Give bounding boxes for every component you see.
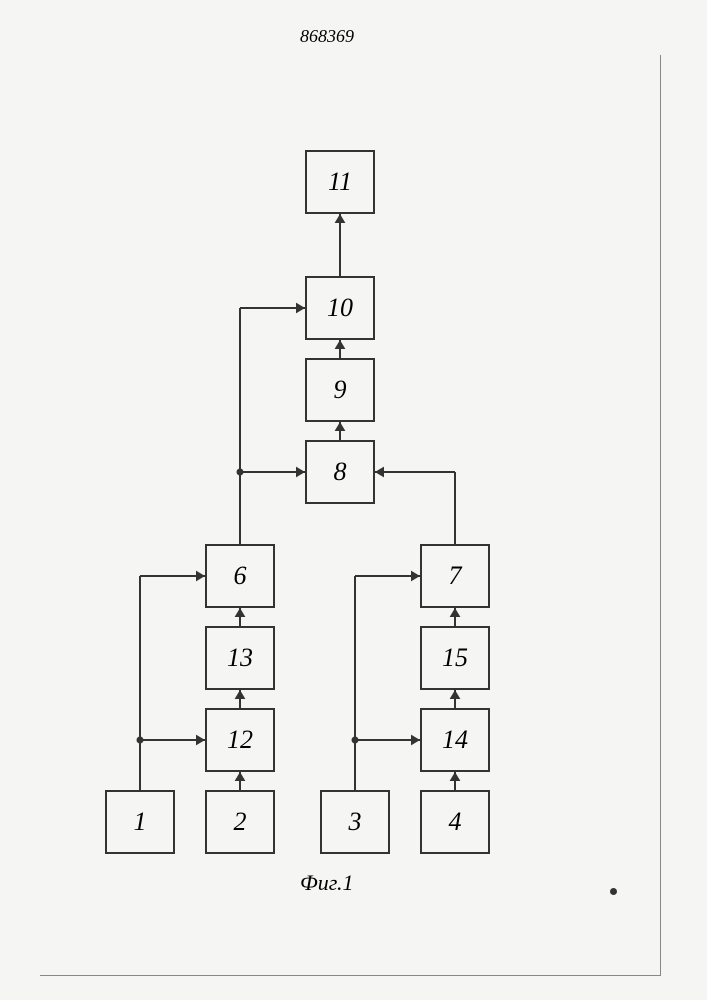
block-6: 6 [205,544,275,608]
block-label: 13 [227,643,253,673]
block-3: 3 [320,790,390,854]
page-number: 868369 [300,26,354,47]
block-label: 3 [349,807,362,837]
block-label: 9 [334,375,347,405]
block-11: 11 [305,150,375,214]
block-9: 9 [305,358,375,422]
block-1: 1 [105,790,175,854]
block-label: 8 [334,457,347,487]
block-14: 14 [420,708,490,772]
block-label: 15 [442,643,468,673]
block-label: 6 [234,561,247,591]
block-10: 10 [305,276,375,340]
block-label: 4 [449,807,462,837]
block-12: 12 [205,708,275,772]
scan-dot [610,888,617,895]
block-4: 4 [420,790,490,854]
block-2: 2 [205,790,275,854]
block-15: 15 [420,626,490,690]
block-label: 12 [227,725,253,755]
block-label: 11 [328,167,352,197]
block-7: 7 [420,544,490,608]
block-label: 14 [442,725,468,755]
figure-label: Фиг.1 [300,870,354,896]
block-label: 7 [449,561,462,591]
block-8: 8 [305,440,375,504]
block-label: 2 [234,807,247,837]
block-13: 13 [205,626,275,690]
block-label: 10 [327,293,353,323]
block-label: 1 [134,807,147,837]
